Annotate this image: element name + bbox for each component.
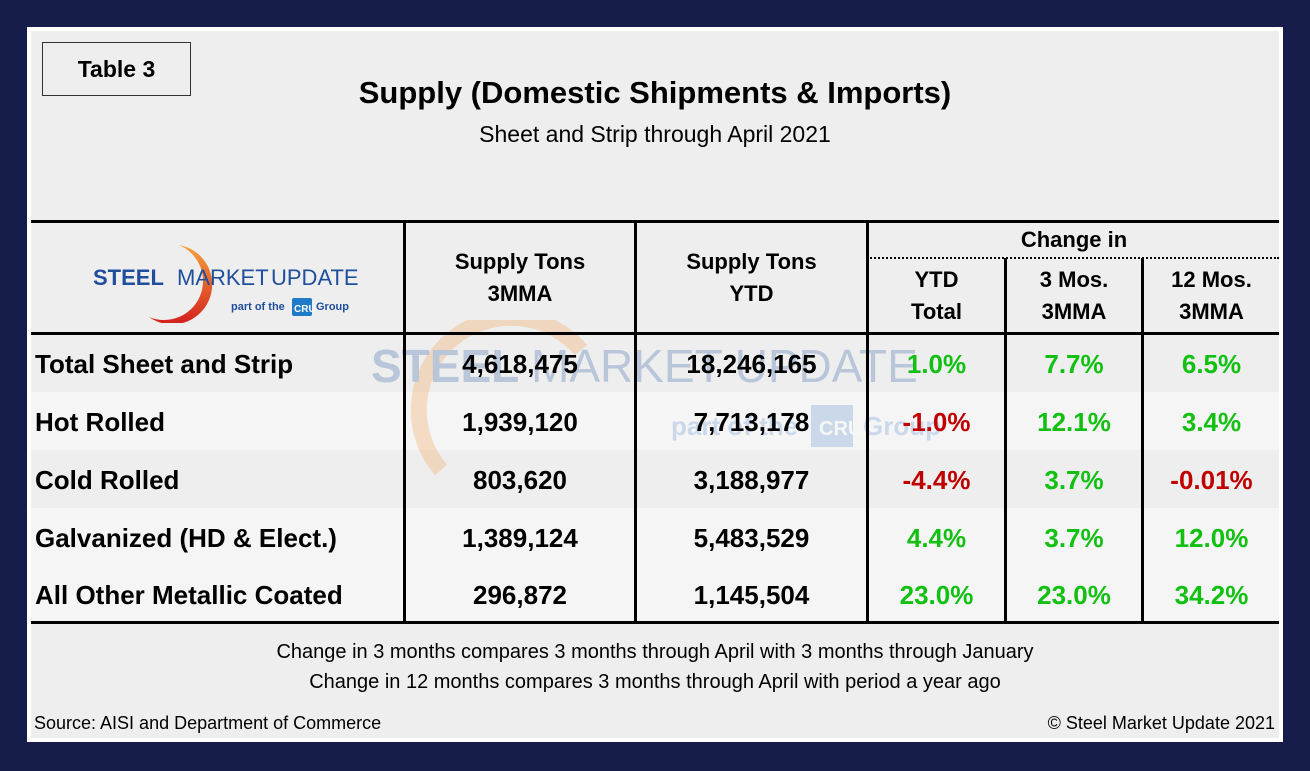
column-divider [1141, 258, 1144, 624]
header-line: 12 Mos. [1171, 267, 1252, 292]
header-ytd-total: YTD Total [869, 260, 1004, 332]
row-label: Hot Rolled [35, 406, 165, 437]
cell-ytd-total: 1.0% [906, 348, 967, 379]
column-divider [634, 220, 637, 624]
table-number-box: Table 3 [42, 42, 191, 96]
header-line: YTD [914, 267, 959, 292]
cell-12mos: -0.01% [1170, 464, 1253, 495]
cell-3mos: 23.0% [1037, 579, 1111, 610]
header-line: 3MMA [487, 280, 553, 306]
page-subtitle: Sheet and Strip through April 2021 [479, 121, 831, 147]
cell-supply-3mma: 803,620 [473, 464, 567, 495]
row-label: Galvanized (HD & Elect.) [35, 522, 337, 553]
cell-supply-ytd: 7,713,178 [693, 406, 810, 437]
cell-3mos: 3.7% [1044, 464, 1104, 495]
column-divider [403, 220, 406, 624]
cell-ytd-total: 4.4% [906, 522, 967, 553]
cell-12mos: 6.5% [1181, 348, 1242, 379]
svg-text:part of the: part of the [231, 301, 285, 313]
row-bg [31, 508, 1279, 566]
cell-supply-ytd: 18,246,165 [686, 348, 817, 379]
svg-text:UPDATE: UPDATE [271, 265, 359, 290]
row-bg [31, 566, 1279, 624]
header-bottom-border [31, 332, 1279, 335]
cell-ytd-total: 23.0% [899, 579, 974, 610]
cell-12mos: 12.0% [1174, 522, 1249, 553]
row-bg [31, 392, 1279, 450]
header-line: Total [911, 299, 962, 324]
header-line: 3MMA [1041, 299, 1107, 324]
header-supply-3mma: Supply Tons 3MMA [406, 223, 634, 332]
footnote: Change in 3 months compares 3 months thr… [276, 641, 1034, 663]
supply-table: STEEL MARKET UPDATE part of the CRU Grou… [31, 220, 1279, 624]
cell-supply-3mma: 1,389,124 [462, 522, 578, 553]
row-label: Total Sheet and Strip [35, 348, 294, 379]
column-divider [1004, 258, 1007, 624]
table-panel: Table 3 Supply (Domestic Shipments & Imp… [31, 31, 1279, 738]
column-divider [866, 220, 869, 624]
header-line: YTD [729, 280, 774, 306]
cell-12mos: 3.4% [1181, 406, 1242, 437]
cell-supply-ytd: 1,145,504 [693, 579, 810, 610]
cell-supply-ytd: 3,188,977 [693, 464, 810, 495]
page-title: Supply (Domestic Shipments & Imports) [358, 75, 952, 110]
row-bg [31, 450, 1279, 508]
cell-12mos: 34.2% [1174, 579, 1249, 610]
header-change-in: Change in [869, 223, 1279, 257]
cell-3mos: 12.1% [1037, 406, 1111, 437]
source-text: Source: AISI and Department of Commerce [34, 713, 382, 733]
cell-ytd-total: -1.0% [902, 406, 971, 437]
table-number: Table 3 [77, 55, 156, 82]
cell-3mos: 3.7% [1044, 522, 1104, 553]
cell-supply-3mma: 1,939,120 [462, 406, 578, 437]
cell-3mos: 7.7% [1044, 348, 1104, 379]
header-line: Supply Tons [686, 248, 817, 274]
header-12mos: 12 Mos. 3MMA [1144, 260, 1279, 332]
header-line: 3 Mos. [1039, 267, 1109, 292]
change-in-divider [867, 257, 1279, 259]
svg-text:CRU: CRU [294, 304, 316, 315]
svg-text:Group: Group [316, 301, 349, 313]
header-line: Change in [1020, 227, 1128, 252]
row-bg [31, 334, 1279, 392]
copyright-text: © Steel Market Update 2021 [1047, 713, 1275, 733]
svg-text:MARKET: MARKET [177, 265, 269, 290]
row-label: All Other Metallic Coated [35, 579, 343, 610]
table-top-border [31, 220, 1279, 223]
header-3mos: 3 Mos. 3MMA [1007, 260, 1141, 332]
header-supply-ytd: Supply Tons YTD [637, 223, 866, 332]
cell-supply-ytd: 5,483,529 [693, 522, 810, 553]
header-line: 3MMA [1179, 299, 1244, 324]
cell-supply-3mma: 4,618,475 [462, 348, 578, 379]
footnote: Change in 12 months compares 3 months th… [309, 671, 1001, 693]
row-label: Cold Rolled [35, 464, 180, 495]
header-line: Supply Tons [454, 248, 586, 274]
steel-market-update-logo-icon: STEEL MARKET UPDATE part of the CRU Grou… [93, 245, 359, 323]
cell-supply-3mma: 296,872 [473, 579, 567, 610]
cell-ytd-total: -4.4% [902, 464, 971, 495]
svg-text:STEEL: STEEL [93, 265, 164, 290]
table-bottom-border [31, 621, 1279, 624]
